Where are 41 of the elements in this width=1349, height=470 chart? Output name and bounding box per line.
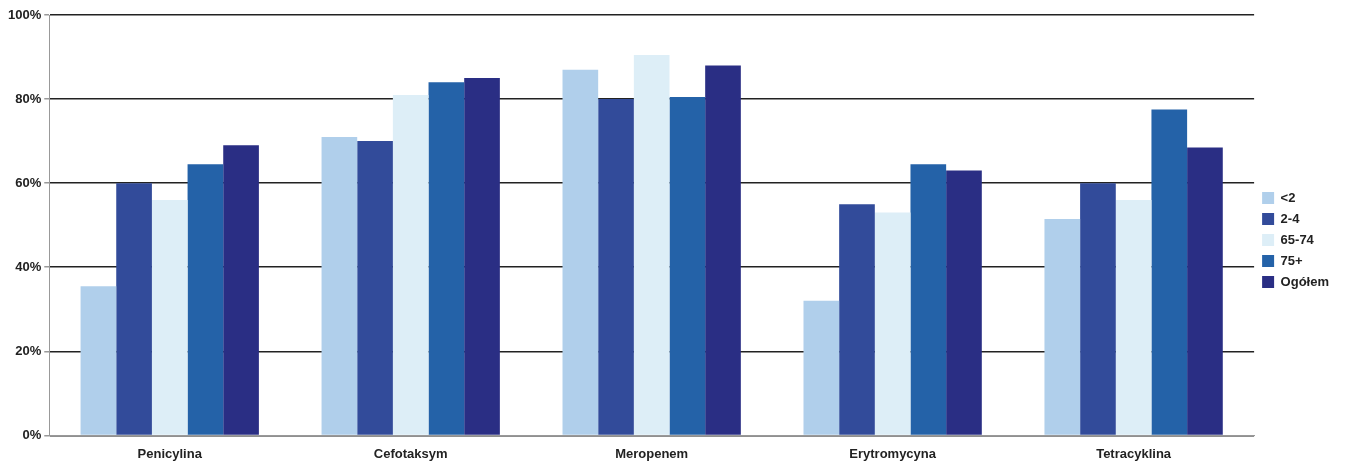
- bar: [187, 164, 224, 435]
- bar: [1044, 218, 1081, 435]
- bar: [223, 145, 259, 435]
- legend-label: Ogółem: [1280, 273, 1330, 289]
- bar: [669, 96, 706, 435]
- bar: [839, 204, 875, 435]
- bar: [705, 65, 741, 435]
- y-tick-label: 0%: [22, 426, 42, 442]
- bar: [874, 212, 911, 435]
- bar: [151, 199, 188, 435]
- bar: [1115, 199, 1152, 435]
- x-tick-label: Meropenem: [615, 445, 689, 461]
- bar: [803, 300, 840, 435]
- bar: [1187, 147, 1223, 435]
- legend-label: 65-74: [1280, 231, 1315, 247]
- legend-label: 2-4: [1280, 210, 1301, 226]
- bar: [562, 69, 599, 435]
- bar: [392, 94, 429, 435]
- x-tick-label: Erytromycyna: [849, 445, 937, 461]
- y-tick-label: 80%: [15, 90, 42, 106]
- bar: [946, 170, 982, 435]
- x-tick-label: Penicylina: [137, 445, 203, 461]
- bar: [1151, 109, 1188, 435]
- bar: [1080, 183, 1116, 435]
- bar: [464, 78, 500, 435]
- x-tick-label: Tetracyklina: [1096, 445, 1172, 461]
- bar: [116, 183, 152, 435]
- y-tick-label: 20%: [15, 342, 42, 358]
- bar: [321, 136, 358, 435]
- y-tick-label: 100%: [8, 6, 42, 22]
- bar: [910, 164, 947, 435]
- bar: [357, 141, 393, 435]
- bar: [428, 82, 465, 435]
- bar: [633, 54, 670, 435]
- legend-label: <2: [1280, 189, 1296, 205]
- bar: [598, 99, 634, 435]
- y-tick-label: 40%: [15, 258, 42, 274]
- legend-label: 75+: [1280, 252, 1304, 268]
- bar: [80, 286, 117, 435]
- y-tick-label: 60%: [15, 174, 42, 190]
- x-tick-label: Cefotaksym: [373, 445, 448, 461]
